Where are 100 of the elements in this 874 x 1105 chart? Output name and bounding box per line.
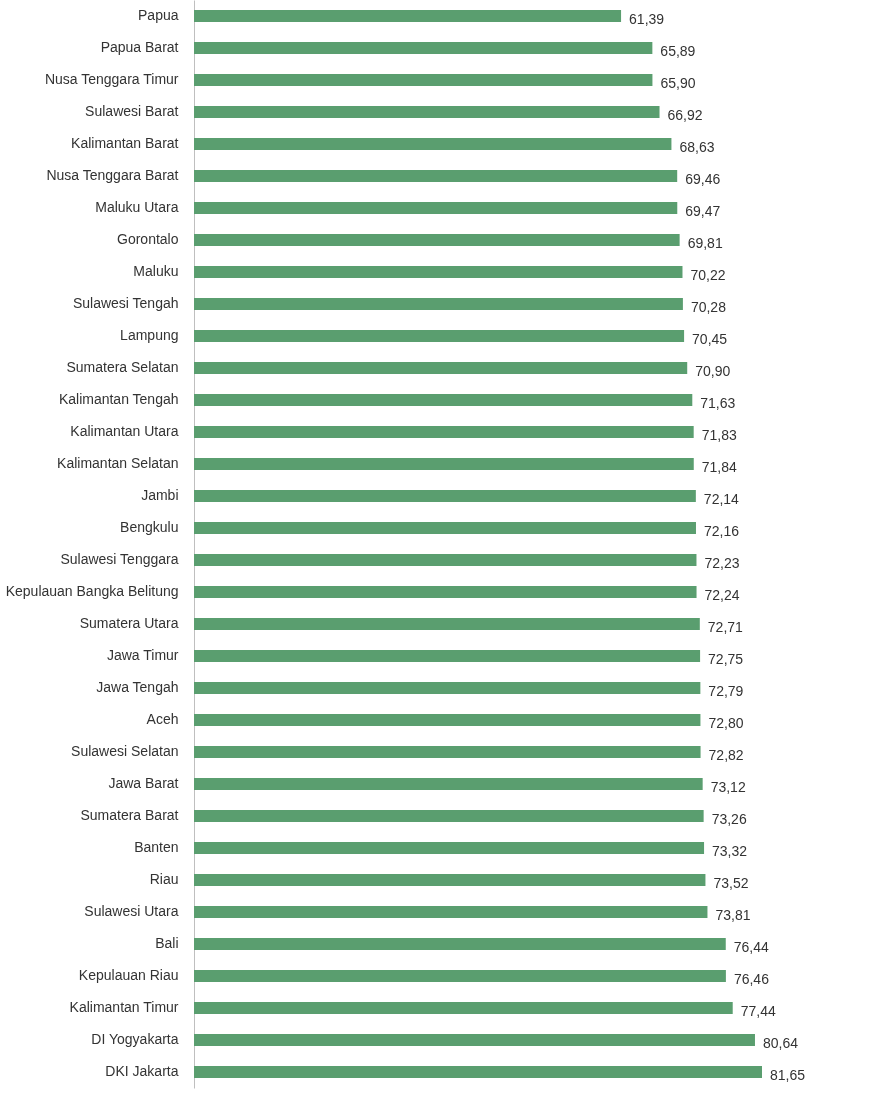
bar [194, 138, 672, 150]
y-tick-label: Kalimantan Utara [70, 423, 179, 439]
data-label: 72,80 [708, 715, 744, 731]
data-label: 69,46 [685, 171, 721, 187]
y-tick-label: Kalimantan Selatan [57, 455, 179, 471]
data-label: 72,23 [704, 555, 740, 571]
y-tick-label: Kepulauan Bangka Belitung [5, 583, 179, 599]
bar [194, 234, 680, 246]
data-label: 70,90 [695, 363, 731, 379]
data-label: 73,81 [715, 907, 751, 923]
y-tick-label: Sulawesi Utara [84, 903, 179, 919]
bar [194, 106, 660, 118]
data-label: 80,64 [762, 1035, 799, 1051]
bar [194, 42, 653, 54]
bar [194, 266, 683, 278]
bar [194, 1034, 755, 1046]
bar [194, 778, 703, 790]
data-label: 72,75 [708, 651, 744, 667]
data-label: 66,92 [667, 107, 703, 123]
bar [194, 170, 678, 182]
bar [194, 618, 700, 630]
data-label: 77,44 [740, 1003, 776, 1019]
bar [194, 810, 704, 822]
data-label: 61,39 [629, 11, 665, 27]
y-tick-label: Banten [134, 839, 179, 855]
bar [194, 298, 683, 310]
y-tick-label: Nusa Tenggara Timur [44, 71, 179, 87]
data-label: 81,65 [770, 1067, 806, 1083]
data-label: 72,71 [707, 619, 744, 635]
y-tick-label: Riau [149, 871, 179, 887]
bar [194, 650, 701, 662]
y-tick-label: Jawa Barat [108, 775, 179, 791]
bar [194, 586, 697, 598]
bar [194, 682, 701, 694]
bar [194, 554, 697, 566]
y-tick-label: Papua Barat [100, 39, 179, 55]
data-label: 71,83 [701, 427, 737, 443]
bar [194, 1002, 733, 1014]
y-tick-label: Maluku [133, 263, 179, 279]
data-label: 69,47 [685, 203, 721, 219]
data-label: 71,63 [700, 395, 736, 411]
y-tick-label: Nusa Tenggara Barat [46, 167, 179, 183]
y-tick-label: Bengkulu [120, 519, 179, 535]
y-tick-label: Jawa Timur [106, 647, 179, 663]
bar [194, 490, 696, 502]
data-label: 73,32 [712, 843, 748, 859]
y-tick-label: DI Yogyakarta [91, 1031, 179, 1047]
data-label: 70,22 [690, 267, 726, 283]
y-tick-label: Bali [155, 935, 179, 951]
y-tick-label: Kalimantan Tengah [58, 391, 179, 407]
y-tick-label: Sulawesi Selatan [71, 743, 179, 759]
y-tick-label: Maluku Utara [95, 199, 179, 215]
y-tick-label: Sulawesi Tengah [72, 295, 179, 311]
y-tick-label: Sulawesi Tenggara [60, 551, 179, 567]
bar [194, 458, 694, 470]
data-label: 68,63 [679, 139, 715, 155]
bar [194, 74, 653, 86]
bar [194, 10, 622, 22]
data-label: 70,45 [692, 331, 728, 347]
data-label: 65,89 [660, 43, 696, 59]
data-label: 72,82 [708, 747, 744, 763]
bar [194, 522, 696, 534]
bar [194, 426, 694, 438]
bar [194, 874, 706, 886]
data-label: 72,14 [703, 491, 740, 507]
bar [194, 746, 701, 758]
bar [194, 938, 726, 950]
y-tick-label: Jawa Tengah [96, 679, 179, 695]
y-tick-label: Sumatera Utara [79, 615, 179, 631]
data-label: 76,44 [733, 939, 769, 955]
y-tick-label: Kepulauan Riau [78, 967, 179, 983]
data-label: 73,12 [710, 779, 746, 795]
bar [194, 1066, 762, 1078]
data-label: 70,28 [690, 299, 727, 315]
y-tick-label: Sumatera Selatan [66, 359, 179, 375]
bar [194, 202, 678, 214]
data-label: 76,46 [733, 971, 770, 987]
y-tick-label: Papua [138, 7, 179, 23]
y-tick-label: Sumatera Barat [80, 807, 179, 823]
y-tick-label: Sulawesi Barat [85, 103, 179, 119]
data-label: 73,52 [713, 875, 749, 891]
bar [194, 906, 708, 918]
y-tick-label: Lampung [120, 327, 179, 343]
data-label: 71,84 [701, 459, 737, 475]
data-label: 72,79 [708, 683, 744, 699]
bar [194, 970, 726, 982]
y-tick-label: Kalimantan Timur [69, 999, 179, 1015]
data-label: 69,81 [687, 235, 723, 251]
y-tick-label: DKI Jakarta [105, 1063, 179, 1079]
bar [194, 842, 705, 854]
y-tick-label: Gorontalo [117, 231, 179, 247]
y-tick-label: Kalimantan Barat [71, 135, 179, 151]
data-label: 73,26 [711, 811, 747, 827]
bar [194, 394, 693, 406]
data-label: 72,24 [704, 587, 740, 603]
y-tick-label: Aceh [146, 711, 179, 727]
bar [194, 362, 688, 374]
bar [194, 714, 701, 726]
data-label: 72,16 [703, 523, 740, 539]
y-tick-label: Jambi [141, 487, 179, 503]
